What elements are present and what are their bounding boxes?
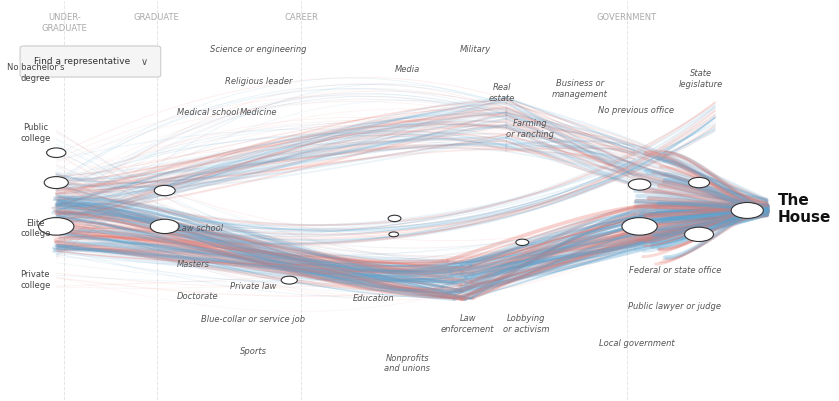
Text: UNDER-
GRADUATE: UNDER- GRADUATE (41, 13, 87, 33)
FancyBboxPatch shape (20, 46, 161, 77)
Text: Law
enforcement: Law enforcement (440, 314, 494, 334)
Circle shape (39, 218, 74, 235)
Text: CAREER: CAREER (284, 13, 318, 22)
Text: Nonprofits
and unions: Nonprofits and unions (384, 354, 430, 373)
Text: Law school: Law school (177, 224, 223, 233)
Text: Medicine: Medicine (240, 108, 278, 117)
Circle shape (389, 232, 399, 237)
Text: ∨: ∨ (141, 57, 149, 67)
Circle shape (281, 276, 297, 284)
Text: Doctorate: Doctorate (177, 292, 218, 301)
Text: Farming
or ranching: Farming or ranching (506, 119, 555, 138)
Text: Media: Media (395, 65, 420, 74)
Text: The
House: The House (778, 193, 831, 225)
Text: No bachelor's
degree: No bachelor's degree (7, 63, 64, 83)
Text: Religious leader: Religious leader (225, 77, 293, 85)
Circle shape (154, 185, 175, 196)
Circle shape (732, 203, 763, 219)
Text: Public lawyer or judge: Public lawyer or judge (628, 302, 722, 310)
Text: Private law: Private law (230, 282, 276, 291)
Circle shape (516, 239, 529, 245)
Text: Federal or state office: Federal or state office (628, 266, 722, 275)
Text: Elite
college: Elite college (20, 219, 50, 238)
Circle shape (44, 176, 68, 188)
Text: Real
estate: Real estate (489, 83, 515, 103)
Text: GRADUATE: GRADUATE (133, 13, 180, 22)
Circle shape (685, 227, 713, 241)
Text: Education: Education (353, 294, 394, 303)
Text: Blue-collar or service job: Blue-collar or service job (201, 316, 305, 324)
Text: Lobbying
or activism: Lobbying or activism (503, 314, 550, 334)
Text: Masters: Masters (177, 260, 210, 269)
Text: No previous office: No previous office (598, 106, 675, 115)
Text: State
legislature: State legislature (679, 69, 722, 89)
Circle shape (388, 215, 401, 222)
Text: Sports: Sports (240, 347, 267, 356)
Circle shape (47, 148, 66, 158)
Text: Medical school: Medical school (177, 108, 238, 117)
Circle shape (689, 177, 710, 188)
Text: Private
college: Private college (20, 270, 50, 290)
Text: Science or engineering: Science or engineering (211, 45, 307, 54)
Circle shape (150, 219, 180, 233)
Circle shape (628, 179, 651, 190)
Text: Local government: Local government (598, 339, 675, 348)
Text: Military: Military (460, 45, 492, 54)
Text: Find a representative: Find a representative (34, 57, 131, 66)
Text: GOVERNMENT: GOVERNMENT (597, 13, 657, 22)
Text: Business or
management: Business or management (552, 79, 608, 99)
Circle shape (622, 218, 657, 235)
Text: Public
college: Public college (20, 123, 50, 142)
